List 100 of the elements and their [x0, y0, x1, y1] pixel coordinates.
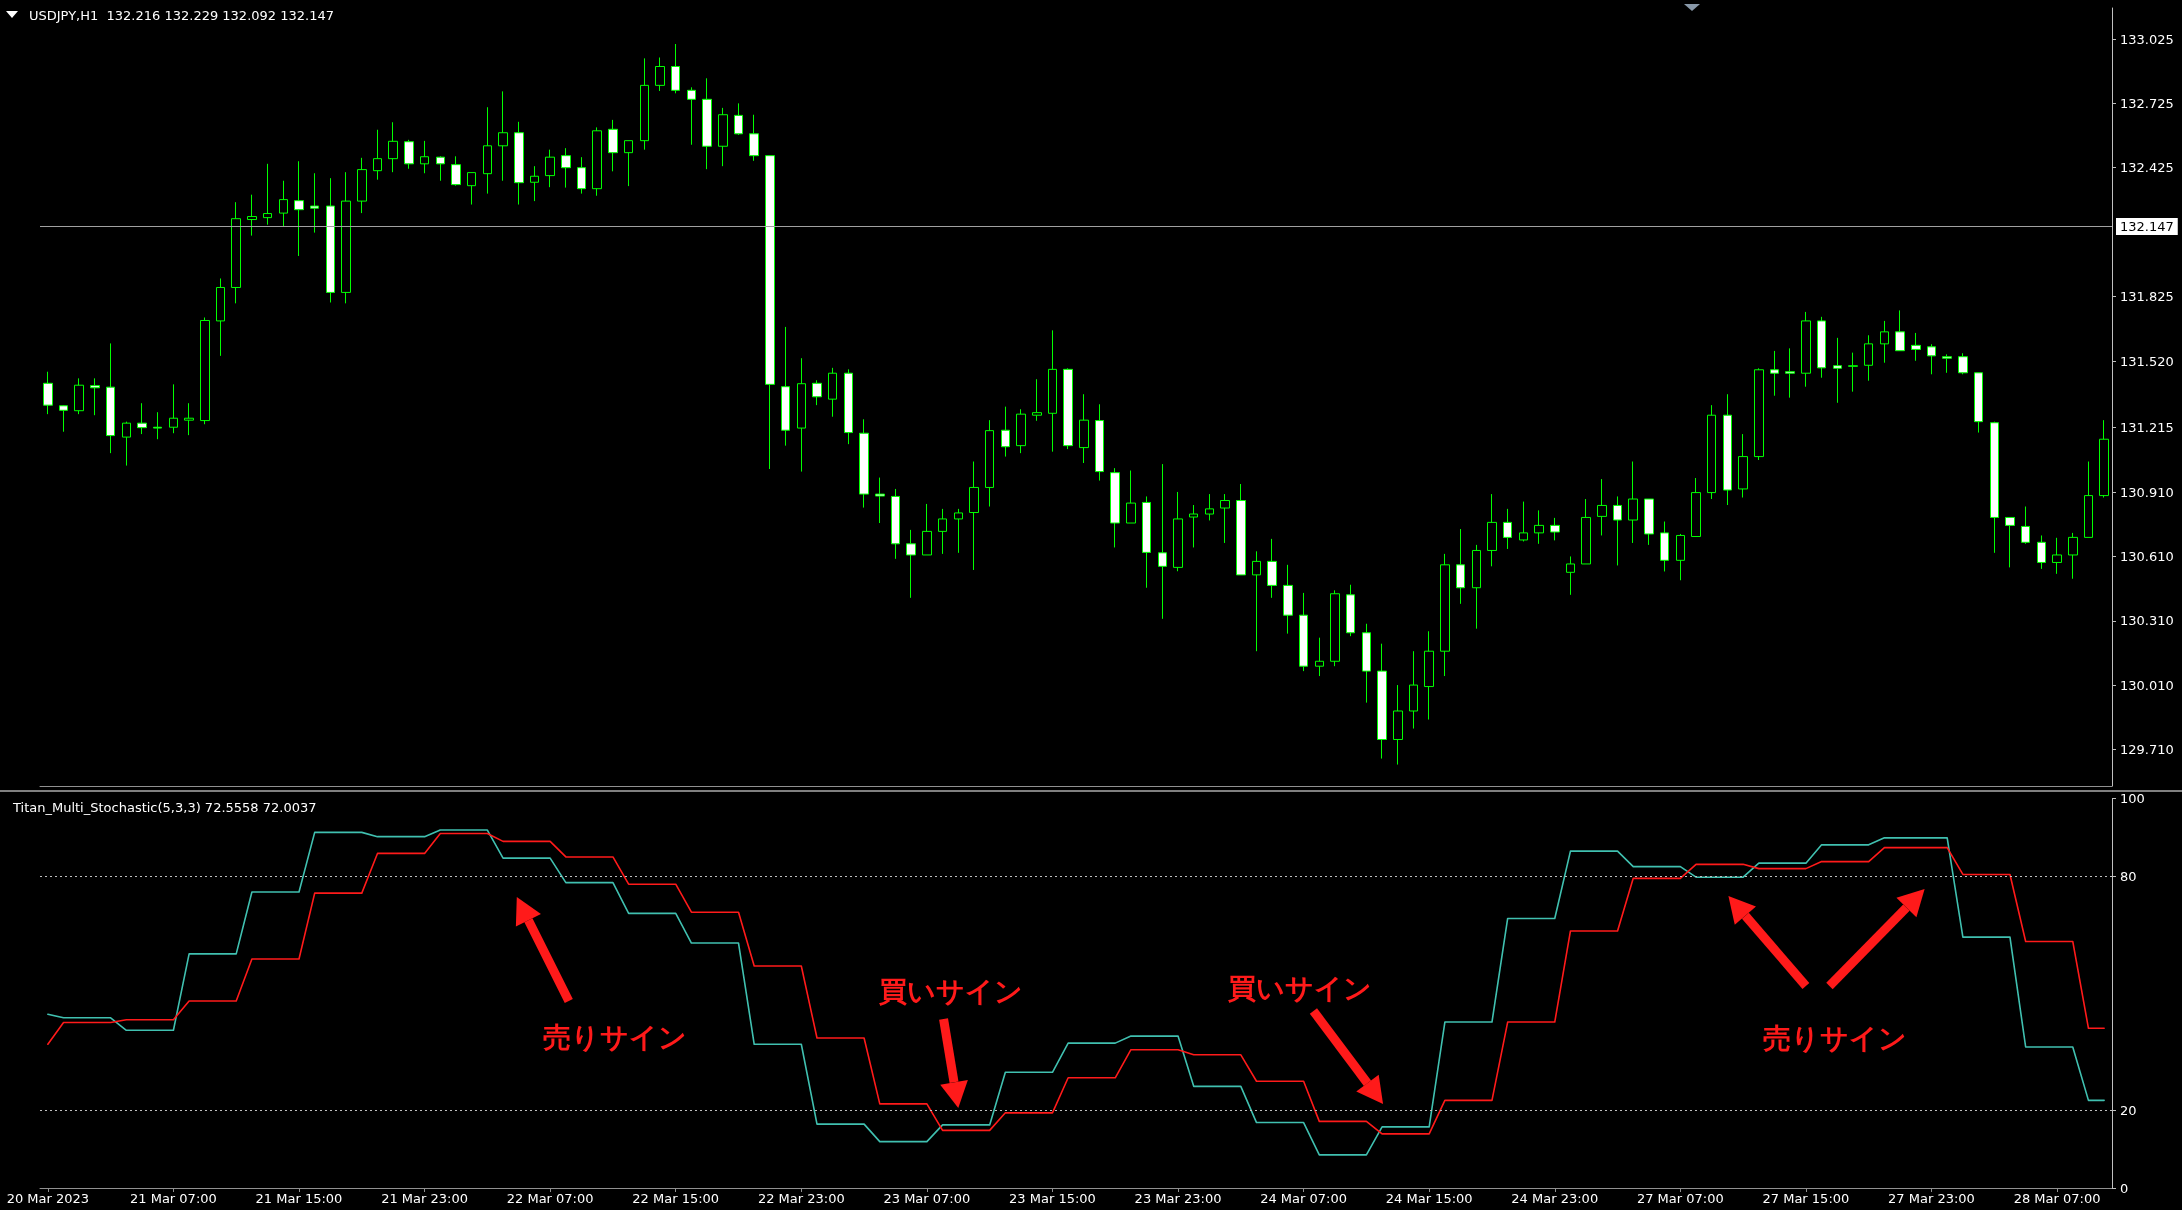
x-tick-label: 22 Mar 07:00 — [506, 1191, 594, 1206]
candlestick — [153, 411, 162, 440]
candlestick — [797, 357, 806, 473]
candlestick — [1974, 372, 1983, 434]
candlestick — [922, 503, 932, 556]
candlestick — [216, 277, 225, 357]
candlestick — [122, 421, 131, 467]
candlestick — [1534, 509, 1544, 545]
candlestick — [969, 461, 979, 571]
y-tick-label: 130.310 — [2120, 613, 2174, 629]
candlestick — [1503, 508, 1512, 550]
candlestick — [357, 157, 367, 214]
x-tick-label: 21 Mar 15:00 — [255, 1191, 343, 1206]
x-tick-label: 23 Mar 07:00 — [883, 1191, 971, 1206]
candlestick — [671, 43, 680, 94]
candlestick — [388, 121, 398, 173]
candlestick — [1063, 367, 1073, 450]
y-tick-label: 131.520 — [2120, 354, 2174, 370]
x-tick-label: 27 Mar 15:00 — [1762, 1191, 1850, 1206]
candlestick — [1283, 564, 1293, 635]
candlestick — [734, 102, 743, 136]
candlestick — [1079, 393, 1089, 464]
candlestick — [1911, 332, 1921, 362]
candlestick — [891, 488, 900, 560]
candlestick — [1958, 352, 1968, 375]
chart-title: Titan_Multi_Stochastic(5,3,3) 72.5558 72.0037 — [12, 800, 317, 815]
candlestick — [1393, 684, 1403, 766]
candlestick — [640, 57, 649, 151]
candlestick — [1220, 493, 1230, 544]
candlestick — [530, 165, 539, 202]
candlestick — [1252, 550, 1261, 652]
candlestick — [1817, 316, 1826, 379]
candlestick — [1597, 478, 1607, 536]
x-tick-label: 21 Mar 07:00 — [130, 1191, 217, 1206]
y-tick-label: 130.910 — [2120, 484, 2174, 500]
candlestick — [906, 529, 916, 599]
candlestick — [1315, 637, 1324, 677]
y-tick-label: 132.725 — [2120, 95, 2174, 111]
candlestick — [498, 90, 508, 182]
candlestick — [467, 172, 476, 206]
candlestick — [859, 418, 869, 509]
candlestick — [247, 194, 257, 237]
candlestick — [1644, 498, 1654, 546]
candlestick — [2037, 534, 2046, 570]
candlestick — [310, 172, 319, 234]
candlestick — [545, 149, 555, 188]
y-tick-label: 20 — [2120, 1102, 2137, 1118]
candlestick — [2068, 532, 2078, 580]
candlestick — [1377, 643, 1387, 760]
candlestick — [1550, 517, 1560, 541]
candlestick — [1158, 463, 1167, 620]
candlestick — [451, 155, 461, 187]
candlestick — [702, 77, 712, 170]
candlestick — [200, 316, 210, 425]
candlestick — [341, 171, 351, 304]
candlestick — [1613, 495, 1622, 566]
candlestick — [1440, 553, 1450, 677]
candlestick — [985, 419, 994, 508]
candlestick — [1785, 347, 1795, 399]
candlestick — [231, 201, 241, 304]
x-tick-label: 24 Mar 07:00 — [1260, 1191, 1348, 1206]
candlestick — [1927, 343, 1936, 375]
x-tick-label: 21 Mar 23:00 — [381, 1191, 468, 1206]
candlestick — [169, 383, 178, 434]
x-tick-label: 22 Mar 15:00 — [632, 1191, 720, 1206]
candlestick — [561, 147, 571, 189]
candlestick — [1848, 352, 1858, 393]
candlestick — [592, 126, 602, 197]
candlestick — [1990, 421, 1999, 554]
candlestick — [2005, 516, 2015, 568]
candlestick — [184, 402, 194, 436]
candlestick — [624, 140, 633, 187]
candlestick — [2021, 506, 2030, 545]
candlestick — [59, 404, 68, 433]
candlestick — [844, 368, 853, 445]
x-tick-label: 23 Mar 23:00 — [1134, 1191, 1222, 1206]
candlestick — [1456, 528, 1465, 605]
candlestick — [106, 342, 115, 454]
x-tick-label: 22 Mar 23:00 — [757, 1191, 845, 1206]
candlestick — [608, 119, 618, 172]
y-tick-label: 100 — [2120, 791, 2145, 806]
candlestick — [43, 371, 53, 415]
candlestick — [749, 114, 759, 162]
candlestick — [718, 107, 728, 167]
candlestick — [1299, 592, 1308, 672]
candlestick — [875, 477, 885, 524]
x-tick-label: 24 Mar 15:00 — [1385, 1191, 1473, 1206]
y-tick-label: 80 — [2120, 868, 2137, 884]
candlestick — [436, 155, 445, 182]
candlestick — [1189, 504, 1198, 548]
candlestick — [1566, 555, 1575, 596]
annotation: 売りサイン — [542, 1020, 687, 1054]
candlestick — [687, 86, 696, 146]
candlestick — [1880, 320, 1889, 364]
candlestick — [765, 155, 775, 470]
annotation: 売りサイン — [1763, 1021, 1908, 1055]
candlestick — [1707, 404, 1716, 500]
candlestick — [954, 508, 963, 554]
annotation: 買いサイン — [1227, 971, 1372, 1005]
candlestick — [1676, 533, 1685, 581]
